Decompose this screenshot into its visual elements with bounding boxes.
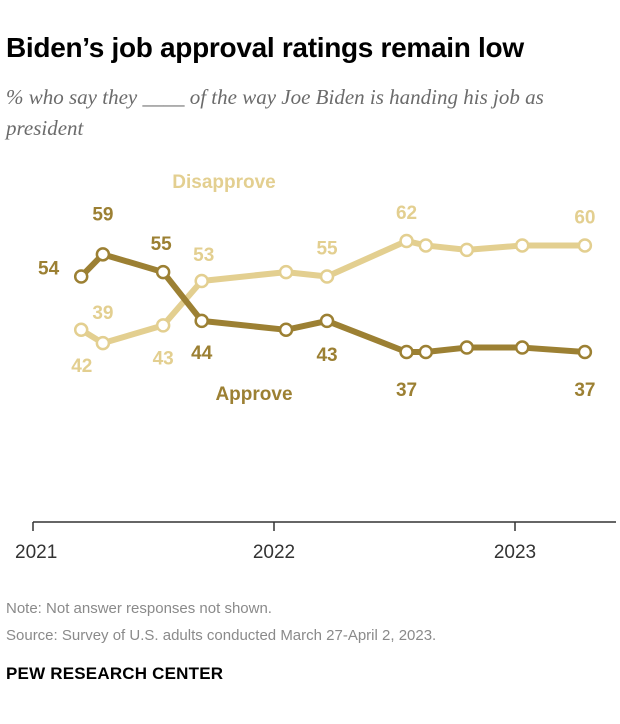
data-point-disapprove bbox=[459, 242, 475, 258]
data-point-disapprove bbox=[514, 238, 530, 253]
data-point-disapprove bbox=[319, 269, 335, 284]
x-tick-label: 2022 bbox=[253, 542, 295, 563]
data-point-approve bbox=[95, 247, 111, 262]
data-point-disapprove bbox=[155, 318, 171, 333]
data-point-approve bbox=[73, 269, 89, 284]
data-point-disapprove bbox=[73, 322, 89, 338]
data-point-disapprove bbox=[278, 264, 294, 280]
data-label-approve: 59 bbox=[92, 204, 113, 225]
brand-name: PEW RESEARCH CENTER bbox=[6, 664, 224, 683]
x-tick-label: 2021 bbox=[15, 542, 57, 563]
data-label-disapprove: 62 bbox=[396, 203, 417, 224]
chart-subtitle: % who say they ____ of the way Joe Biden… bbox=[6, 85, 544, 140]
data-point-approve bbox=[155, 264, 171, 280]
chart-note: Note: Not answer responses not shown. bbox=[6, 600, 272, 617]
data-point-disapprove bbox=[418, 238, 434, 253]
data-label-disapprove: 55 bbox=[316, 239, 338, 260]
data-label-approve: 43 bbox=[316, 345, 337, 366]
series-label-approve: Approve bbox=[215, 384, 292, 405]
data-label-approve: 55 bbox=[151, 234, 173, 255]
data-label-disapprove: 39 bbox=[92, 303, 113, 324]
data-point-approve bbox=[459, 340, 475, 355]
data-point-approve bbox=[278, 322, 294, 338]
data-point-disapprove bbox=[399, 233, 414, 249]
data-point-approve bbox=[577, 344, 593, 360]
data-point-approve bbox=[194, 313, 209, 329]
data-label-approve: 37 bbox=[574, 380, 595, 401]
data-label-approve: 54 bbox=[38, 259, 60, 280]
data-point-approve bbox=[514, 340, 530, 355]
data-label-disapprove: 53 bbox=[193, 245, 214, 266]
data-point-approve bbox=[319, 313, 335, 329]
chart-title: Biden’s job approval ratings remain low bbox=[6, 32, 524, 63]
data-label-disapprove: 43 bbox=[153, 348, 174, 369]
data-label-approve: 37 bbox=[396, 380, 417, 401]
x-tick-label: 2023 bbox=[494, 542, 536, 563]
data-label-disapprove: 60 bbox=[574, 207, 595, 228]
data-point-disapprove bbox=[577, 238, 593, 253]
data-label-approve: 44 bbox=[191, 343, 213, 364]
series-label-disapprove: Disapprove bbox=[172, 172, 275, 193]
chart-source: Source: Survey of U.S. adults conducted … bbox=[6, 627, 437, 644]
data-point-approve bbox=[399, 344, 414, 360]
data-point-approve bbox=[418, 344, 434, 360]
data-label-disapprove: 42 bbox=[71, 356, 92, 377]
data-point-disapprove bbox=[194, 273, 209, 289]
data-point-disapprove bbox=[95, 335, 111, 351]
